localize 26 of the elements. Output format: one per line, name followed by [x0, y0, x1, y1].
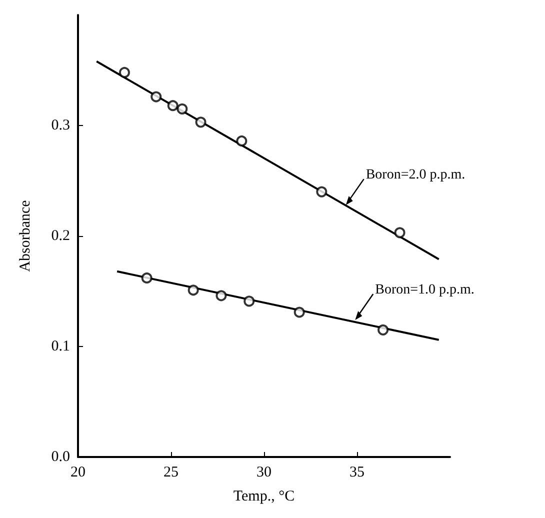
- annotation: Boron=1.0 p.p.m.: [375, 282, 474, 298]
- point: [167, 100, 178, 112]
- y-tick-label: 0.1: [51, 338, 70, 354]
- point: [176, 103, 188, 114]
- annotation: Boron=2.0 p.p.m.: [366, 168, 466, 183]
- point: [150, 91, 162, 102]
- x-tick-label: 20: [70, 464, 86, 480]
- point: [119, 66, 130, 78]
- y-tick-label: 0.2: [51, 228, 70, 244]
- point: [294, 306, 305, 318]
- point: [216, 290, 227, 302]
- point: [378, 324, 389, 336]
- y-axis-title: Absorbance: [18, 200, 34, 272]
- y-tick-label: 0.0: [51, 449, 70, 465]
- point: [236, 135, 248, 146]
- x-axis-title: Temp., °C: [233, 488, 295, 504]
- x-tick-label: 35: [350, 464, 364, 480]
- x-tick-label: 30: [256, 464, 272, 480]
- point: [244, 296, 255, 307]
- point: [394, 227, 406, 238]
- y-tick-label: 0.3: [51, 118, 70, 134]
- point: [195, 116, 206, 128]
- point: [141, 272, 152, 284]
- point: [188, 284, 199, 296]
- x-tick-label: 25: [164, 464, 178, 480]
- point: [316, 186, 328, 198]
